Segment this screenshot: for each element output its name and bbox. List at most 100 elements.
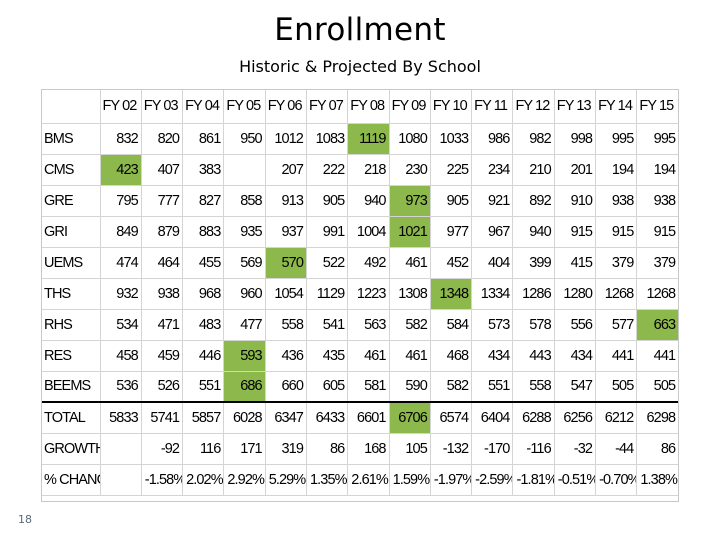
table-cell: 563 [347, 309, 390, 341]
table-cell: 194 [595, 154, 638, 186]
table-cell: 832 [100, 123, 142, 155]
table-row: RHS 534 471 483 477 558 541 563 582 584 573 578 556 5… [42, 309, 679, 341]
table-cell: 905 [306, 185, 349, 217]
table-cell: 573 [471, 309, 514, 341]
table-cell: 910 [554, 185, 597, 217]
table-cell [223, 154, 266, 186]
table-cell: 526 [141, 371, 184, 403]
table-cell: 471 [141, 309, 184, 341]
highlighted-cell: 973 [389, 185, 431, 217]
table-cell: 995 [595, 123, 638, 155]
table-cell: 441 [595, 340, 638, 372]
table-cell: 446 [182, 340, 225, 372]
table-cell: 1.35% [306, 464, 349, 496]
table-cell: 6298 [636, 401, 679, 434]
highlighted-cell: 570 [265, 247, 307, 279]
row-label: THS [42, 278, 101, 310]
table-cell: 582 [389, 309, 431, 341]
table-cell: 551 [182, 371, 225, 403]
table-cell: 6433 [306, 401, 349, 434]
table-cell: 86 [636, 433, 679, 465]
table-cell: 399 [512, 247, 555, 279]
table-cell: 547 [554, 371, 597, 403]
table-cell: 201 [554, 154, 597, 186]
table-cell: 5857 [182, 401, 225, 434]
row-label: GRI [42, 216, 101, 248]
table-cell [100, 464, 142, 496]
highlighted-cell: 686 [223, 371, 266, 403]
highlighted-cell: 423 [100, 154, 142, 186]
table-cell: 505 [636, 371, 679, 403]
page-subtitle: Historic & Projected By School [239, 57, 481, 76]
table-cell: 379 [636, 247, 679, 279]
table-cell: 452 [430, 247, 473, 279]
table-cell: 1223 [347, 278, 390, 310]
table-cell: 569 [223, 247, 266, 279]
table-cell: 940 [512, 216, 555, 248]
highlighted-cell: 6706 [389, 401, 431, 434]
column-header: FY 07 [306, 90, 349, 124]
table-cell: 1012 [265, 123, 307, 155]
table-cell: 379 [595, 247, 638, 279]
table-cell: -92 [141, 433, 184, 465]
table-cell: -170 [471, 433, 514, 465]
table-cell: 849 [100, 216, 142, 248]
table-cell: -0.51% [554, 464, 597, 496]
row-label: GRE [42, 185, 101, 217]
table-cell: 534 [100, 309, 142, 341]
highlighted-cell: 1119 [347, 123, 390, 155]
column-header: FY 05 [223, 90, 266, 124]
column-header: FY 04 [182, 90, 225, 124]
table-cell: 577 [595, 309, 638, 341]
table-cell: 581 [347, 371, 390, 403]
table-cell: 879 [141, 216, 184, 248]
table-cell: 6347 [265, 401, 307, 434]
enrollment-table-container: FY 02 FY 03 FY 04 FY 05 FY 06 FY 07 FY 08 FY 09… [41, 89, 679, 502]
column-header: FY 09 [389, 90, 431, 124]
highlighted-cell: 593 [223, 340, 266, 372]
table-row: % CHANGE-1.58%2.02%2.92%5.29%1.35%2.61%1… [42, 464, 679, 496]
table-cell: 915 [595, 216, 638, 248]
row-label: GROWTH [42, 433, 101, 465]
table-cell: 590 [389, 371, 431, 403]
enrollment-table: FY 02 FY 03 FY 04 FY 05 FY 06 FY 07 FY 08 FY 09… [42, 90, 679, 496]
table-cell: 477 [223, 309, 266, 341]
table-cell: 5.29% [265, 464, 307, 496]
table-cell: 905 [430, 185, 473, 217]
table-cell: 443 [512, 340, 555, 372]
table-cell: 522 [306, 247, 349, 279]
table-row: BEEMS 536 526 551 686 660 605 581 590 582 551 558 54… [42, 371, 679, 403]
table-cell: 1334 [471, 278, 514, 310]
table-cell: 435 [306, 340, 349, 372]
table-row: GROWTH -92 116 171 319 86 168 105 -132 -170 -116 -3… [42, 433, 679, 465]
table-cell: 558 [512, 371, 555, 403]
table-cell: 1004 [347, 216, 390, 248]
column-header: FY 10 [430, 90, 473, 124]
table-cell: 541 [306, 309, 349, 341]
total-row: TOTAL 5833 5741 5857 6028 6347 6433 6601 6706 657… [42, 401, 679, 434]
table-cell: 915 [554, 216, 597, 248]
table-cell: -1.58% [141, 464, 184, 496]
row-label: CMS [42, 154, 101, 186]
table-cell: 461 [389, 340, 431, 372]
table-cell: 116 [182, 433, 225, 465]
table-cell: 225 [430, 154, 473, 186]
table-cell: 950 [223, 123, 266, 155]
table-cell: 404 [471, 247, 514, 279]
table-cell: 858 [223, 185, 266, 217]
table-row: THS 932 938 968 960 1054 1129 1223 1308 1348 1334 1… [42, 278, 679, 310]
row-label: UEMS [42, 247, 101, 279]
table-cell: 827 [182, 185, 225, 217]
table-cell: 883 [182, 216, 225, 248]
table-cell: 584 [430, 309, 473, 341]
row-label: RES [42, 340, 101, 372]
row-label: % CHANGE [42, 464, 101, 496]
table-cell: 2.61% [347, 464, 390, 496]
table-row: GRI 849 879 883 935 937 991 1004 1021 977 967 940 91… [42, 216, 679, 248]
table-cell: 458 [100, 340, 142, 372]
table-cell: -32 [554, 433, 597, 465]
table-cell: 913 [265, 185, 307, 217]
row-label: TOTAL [42, 401, 101, 434]
table-cell: 921 [471, 185, 514, 217]
table-cell: 777 [141, 185, 184, 217]
